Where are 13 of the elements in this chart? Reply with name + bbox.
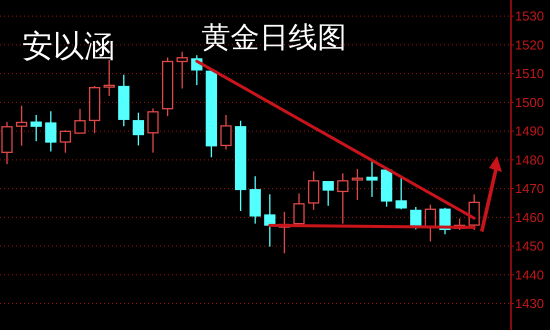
y-tick-label: 1500 — [515, 94, 544, 110]
y-tick-label: 1470 — [515, 181, 544, 196]
y-tick-label: 1430 — [515, 296, 544, 312]
y-tick-label: 1510 — [515, 66, 544, 82]
y-tick-label: 1440 — [515, 267, 544, 282]
y-tick-label: 1490 — [515, 124, 544, 139]
y-tick-label: 1480 — [515, 152, 544, 168]
y-tick-label: 1450 — [515, 238, 544, 254]
y-tick-label: 1460 — [515, 210, 544, 225]
y-tick-label: 1520 — [515, 37, 544, 52]
y-tick-label: 1530 — [515, 8, 544, 24]
text: 黄金日线图 — [202, 22, 346, 54]
annotation: 安以涵 — [22, 28, 115, 64]
